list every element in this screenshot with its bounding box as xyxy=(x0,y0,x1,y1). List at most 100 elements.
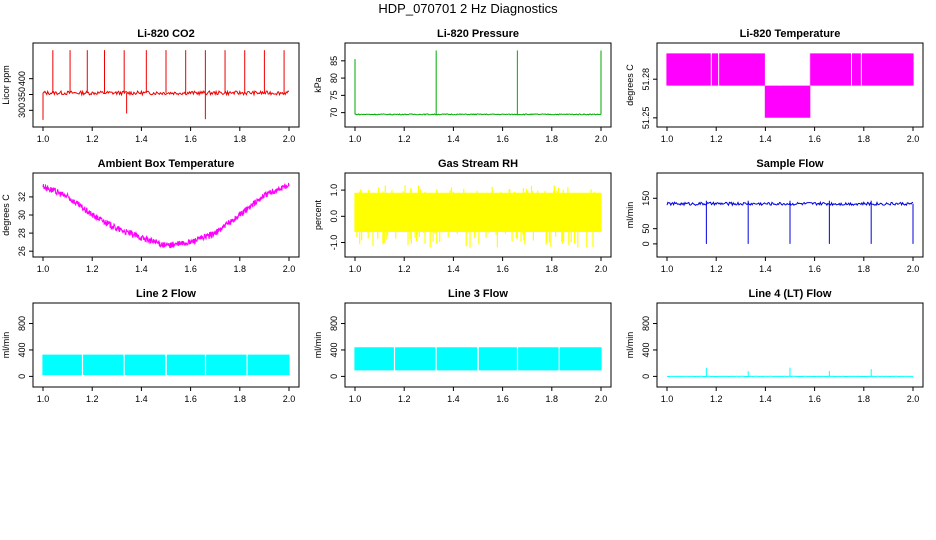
x-tick-label: 1.0 xyxy=(661,264,674,274)
y-tick-label: 32 xyxy=(17,192,27,202)
x-tick-label: 2.0 xyxy=(907,134,920,144)
x-tick-label: 1.8 xyxy=(234,264,247,274)
y-tick-label: 80 xyxy=(329,73,339,83)
y-axis-label: percent xyxy=(313,199,323,230)
x-tick-label: 1.4 xyxy=(135,394,148,404)
y-tick-label: 0 xyxy=(641,241,651,246)
series-line xyxy=(354,185,602,248)
x-tick-label: 1.4 xyxy=(759,394,772,404)
x-tick-label: 1.6 xyxy=(184,134,197,144)
x-tick-label: 2.0 xyxy=(595,134,608,144)
y-tick-label: 26 xyxy=(17,246,27,256)
y-tick-label: -1.0 xyxy=(329,235,339,251)
y-tick-label: 0 xyxy=(17,374,27,379)
y-tick-label: 51.28 xyxy=(641,68,651,91)
page-title: HDP_070701 2 Hz Diagnostics xyxy=(378,1,558,16)
chart-panel: Li-820 CO2 Licor ppm 1.0 1.2 1.4 1.6 1.8 2.0 300… xyxy=(1,28,300,144)
x-tick-label: 1.8 xyxy=(234,134,247,144)
chart-panel: Sample Flow ml/min 1.0 1.2 1.4 1.6 1.8 2.0 0 50 15… xyxy=(625,158,924,274)
x-tick-label: 1.6 xyxy=(496,264,509,274)
x-tick-label: 1.0 xyxy=(37,134,50,144)
x-tick-label: 1.4 xyxy=(135,134,148,144)
x-tick-label: 1.6 xyxy=(808,134,821,144)
series-line xyxy=(354,347,602,371)
chart-panel: Li-820 Pressure kPa 1.0 1.2 1.4 1.6 1.8 2.0 70 75… xyxy=(313,28,612,144)
chart-panel: Line 3 Flow ml/min 1.0 1.2 1.4 1.6 1.8 2.0 0 400 8… xyxy=(313,288,612,404)
x-tick-label: 1.6 xyxy=(808,394,821,404)
chart-panel: Gas Stream RH percent 1.0 1.2 1.4 1.6 1.8 2.0 -1… xyxy=(313,158,612,274)
y-tick-label: 400 xyxy=(17,71,27,86)
x-tick-label: 1.0 xyxy=(37,264,50,274)
plot-frame xyxy=(344,302,612,388)
x-tick-label: 1.8 xyxy=(858,394,871,404)
y-tick-label: 350 xyxy=(17,87,27,102)
x-tick-label: 1.4 xyxy=(447,394,460,404)
y-tick-label: 30 xyxy=(17,210,27,220)
plot-frame xyxy=(656,172,924,258)
series-line xyxy=(42,182,290,249)
x-tick-label: 2.0 xyxy=(283,134,296,144)
chart-title: Ambient Box Temperature xyxy=(98,158,235,170)
chart-title: Li-820 Temperature xyxy=(740,28,841,40)
plot-frame xyxy=(32,302,300,388)
x-tick-label: 1.8 xyxy=(858,134,871,144)
series-line xyxy=(354,347,602,371)
series-line xyxy=(42,354,290,376)
x-tick-label: 1.6 xyxy=(184,394,197,404)
x-tick-label: 1.2 xyxy=(710,134,723,144)
y-tick-label: 75 xyxy=(329,90,339,100)
y-tick-label: 800 xyxy=(17,316,27,331)
chart-panel: Li-820 Temperature degrees C 1.0 1.2 1.4 1.6 1… xyxy=(625,28,924,144)
x-tick-label: 1.4 xyxy=(759,264,772,274)
x-tick-label: 2.0 xyxy=(595,264,608,274)
series-line xyxy=(666,47,914,118)
x-tick-label: 1.0 xyxy=(661,134,674,144)
series-line xyxy=(666,200,914,244)
series-line xyxy=(354,50,602,116)
y-tick-label: 28 xyxy=(17,228,27,238)
x-tick-label: 1.2 xyxy=(398,134,411,144)
chart-title: Line 2 Flow xyxy=(136,288,196,300)
series-line xyxy=(42,89,290,97)
y-tick-label: 400 xyxy=(641,342,651,357)
x-tick-label: 1.0 xyxy=(349,134,362,144)
y-tick-label: 0 xyxy=(329,374,339,379)
y-tick-label: 400 xyxy=(329,342,339,357)
x-tick-label: 1.6 xyxy=(496,134,509,144)
y-tick-label: 85 xyxy=(329,56,339,66)
plot-frame xyxy=(32,42,300,128)
x-tick-label: 1.8 xyxy=(234,394,247,404)
chart-title: Line 4 (LT) Flow xyxy=(749,288,832,300)
plot-frame xyxy=(656,302,924,388)
x-tick-label: 1.2 xyxy=(710,264,723,274)
series-line xyxy=(666,53,914,118)
chart-panel: Line 4 (LT) Flow ml/min 1.0 1.2 1.4 1.6 1.8 2.0… xyxy=(625,288,924,404)
y-tick-label: 50 xyxy=(641,224,651,234)
x-tick-label: 1.2 xyxy=(710,394,723,404)
y-axis-label: degrees C xyxy=(1,194,11,236)
chart-panel: Line 2 Flow ml/min 1.0 1.2 1.4 1.6 1.8 2.0 0 400 8… xyxy=(1,288,300,404)
x-tick-label: 1.2 xyxy=(86,264,99,274)
series-line xyxy=(42,182,290,249)
x-tick-label: 2.0 xyxy=(907,264,920,274)
y-tick-label: 800 xyxy=(329,316,339,331)
chart-title: Sample Flow xyxy=(756,158,824,170)
y-tick-label: 0 xyxy=(641,374,651,379)
plot-frame xyxy=(656,42,924,128)
x-tick-label: 1.4 xyxy=(135,264,148,274)
series-line xyxy=(666,367,914,378)
y-tick-label: 150 xyxy=(641,191,651,206)
y-tick-label: 51.25 xyxy=(641,107,651,130)
x-tick-label: 1.2 xyxy=(86,134,99,144)
y-tick-label: 1.0 xyxy=(329,184,339,197)
y-axis-label: kPa xyxy=(313,77,323,93)
y-tick-label: 800 xyxy=(641,316,651,331)
x-tick-label: 1.8 xyxy=(546,134,559,144)
series-line xyxy=(354,113,602,116)
x-tick-label: 1.6 xyxy=(184,264,197,274)
x-tick-label: 1.2 xyxy=(398,394,411,404)
series-line xyxy=(42,50,290,120)
x-tick-label: 2.0 xyxy=(907,394,920,404)
x-tick-label: 1.4 xyxy=(447,134,460,144)
